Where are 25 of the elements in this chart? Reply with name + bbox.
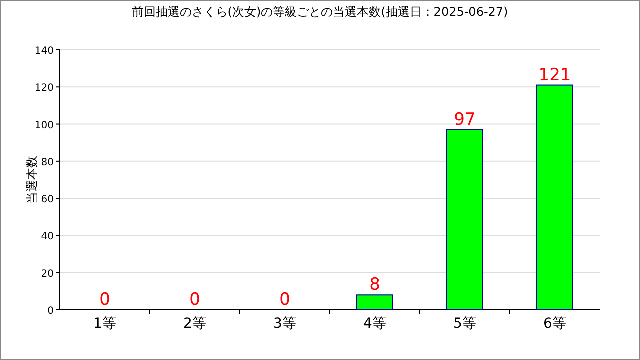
bar [356, 294, 394, 310]
data-label: 0 [280, 290, 290, 310]
y-tick-label: 120 [34, 83, 54, 94]
y-tick-label: 40 [41, 232, 54, 243]
x-tick-label: 1等 [94, 316, 116, 332]
y-tick-label: 140 [34, 46, 54, 57]
y-tick-label: 60 [41, 194, 54, 206]
y-tick-label: 100 [34, 120, 54, 132]
data-label: 8 [370, 275, 380, 296]
x-tick-label: 2等 [184, 316, 206, 332]
y-tick-label: 0 [48, 306, 54, 317]
bar [536, 84, 574, 310]
x-tick-label: 6等 [544, 316, 566, 332]
data-label: 121 [538, 65, 572, 86]
x-tick-label: 5等 [454, 316, 476, 332]
data-label: 0 [190, 290, 200, 310]
bar [446, 129, 484, 310]
y-tick-label: 80 [41, 157, 54, 168]
data-label: 0 [100, 290, 110, 310]
x-tick-label: 3等 [274, 316, 296, 332]
chart-title: 前回抽選のさくら(次女)の等級ごとの当選本数(抽選日：2025-06-27) [132, 5, 508, 19]
x-tick-label: 4等 [364, 316, 386, 332]
y-axis-title: 当選本数 [25, 156, 39, 204]
y-tick-label: 20 [41, 268, 54, 280]
data-label: 97 [454, 110, 476, 130]
